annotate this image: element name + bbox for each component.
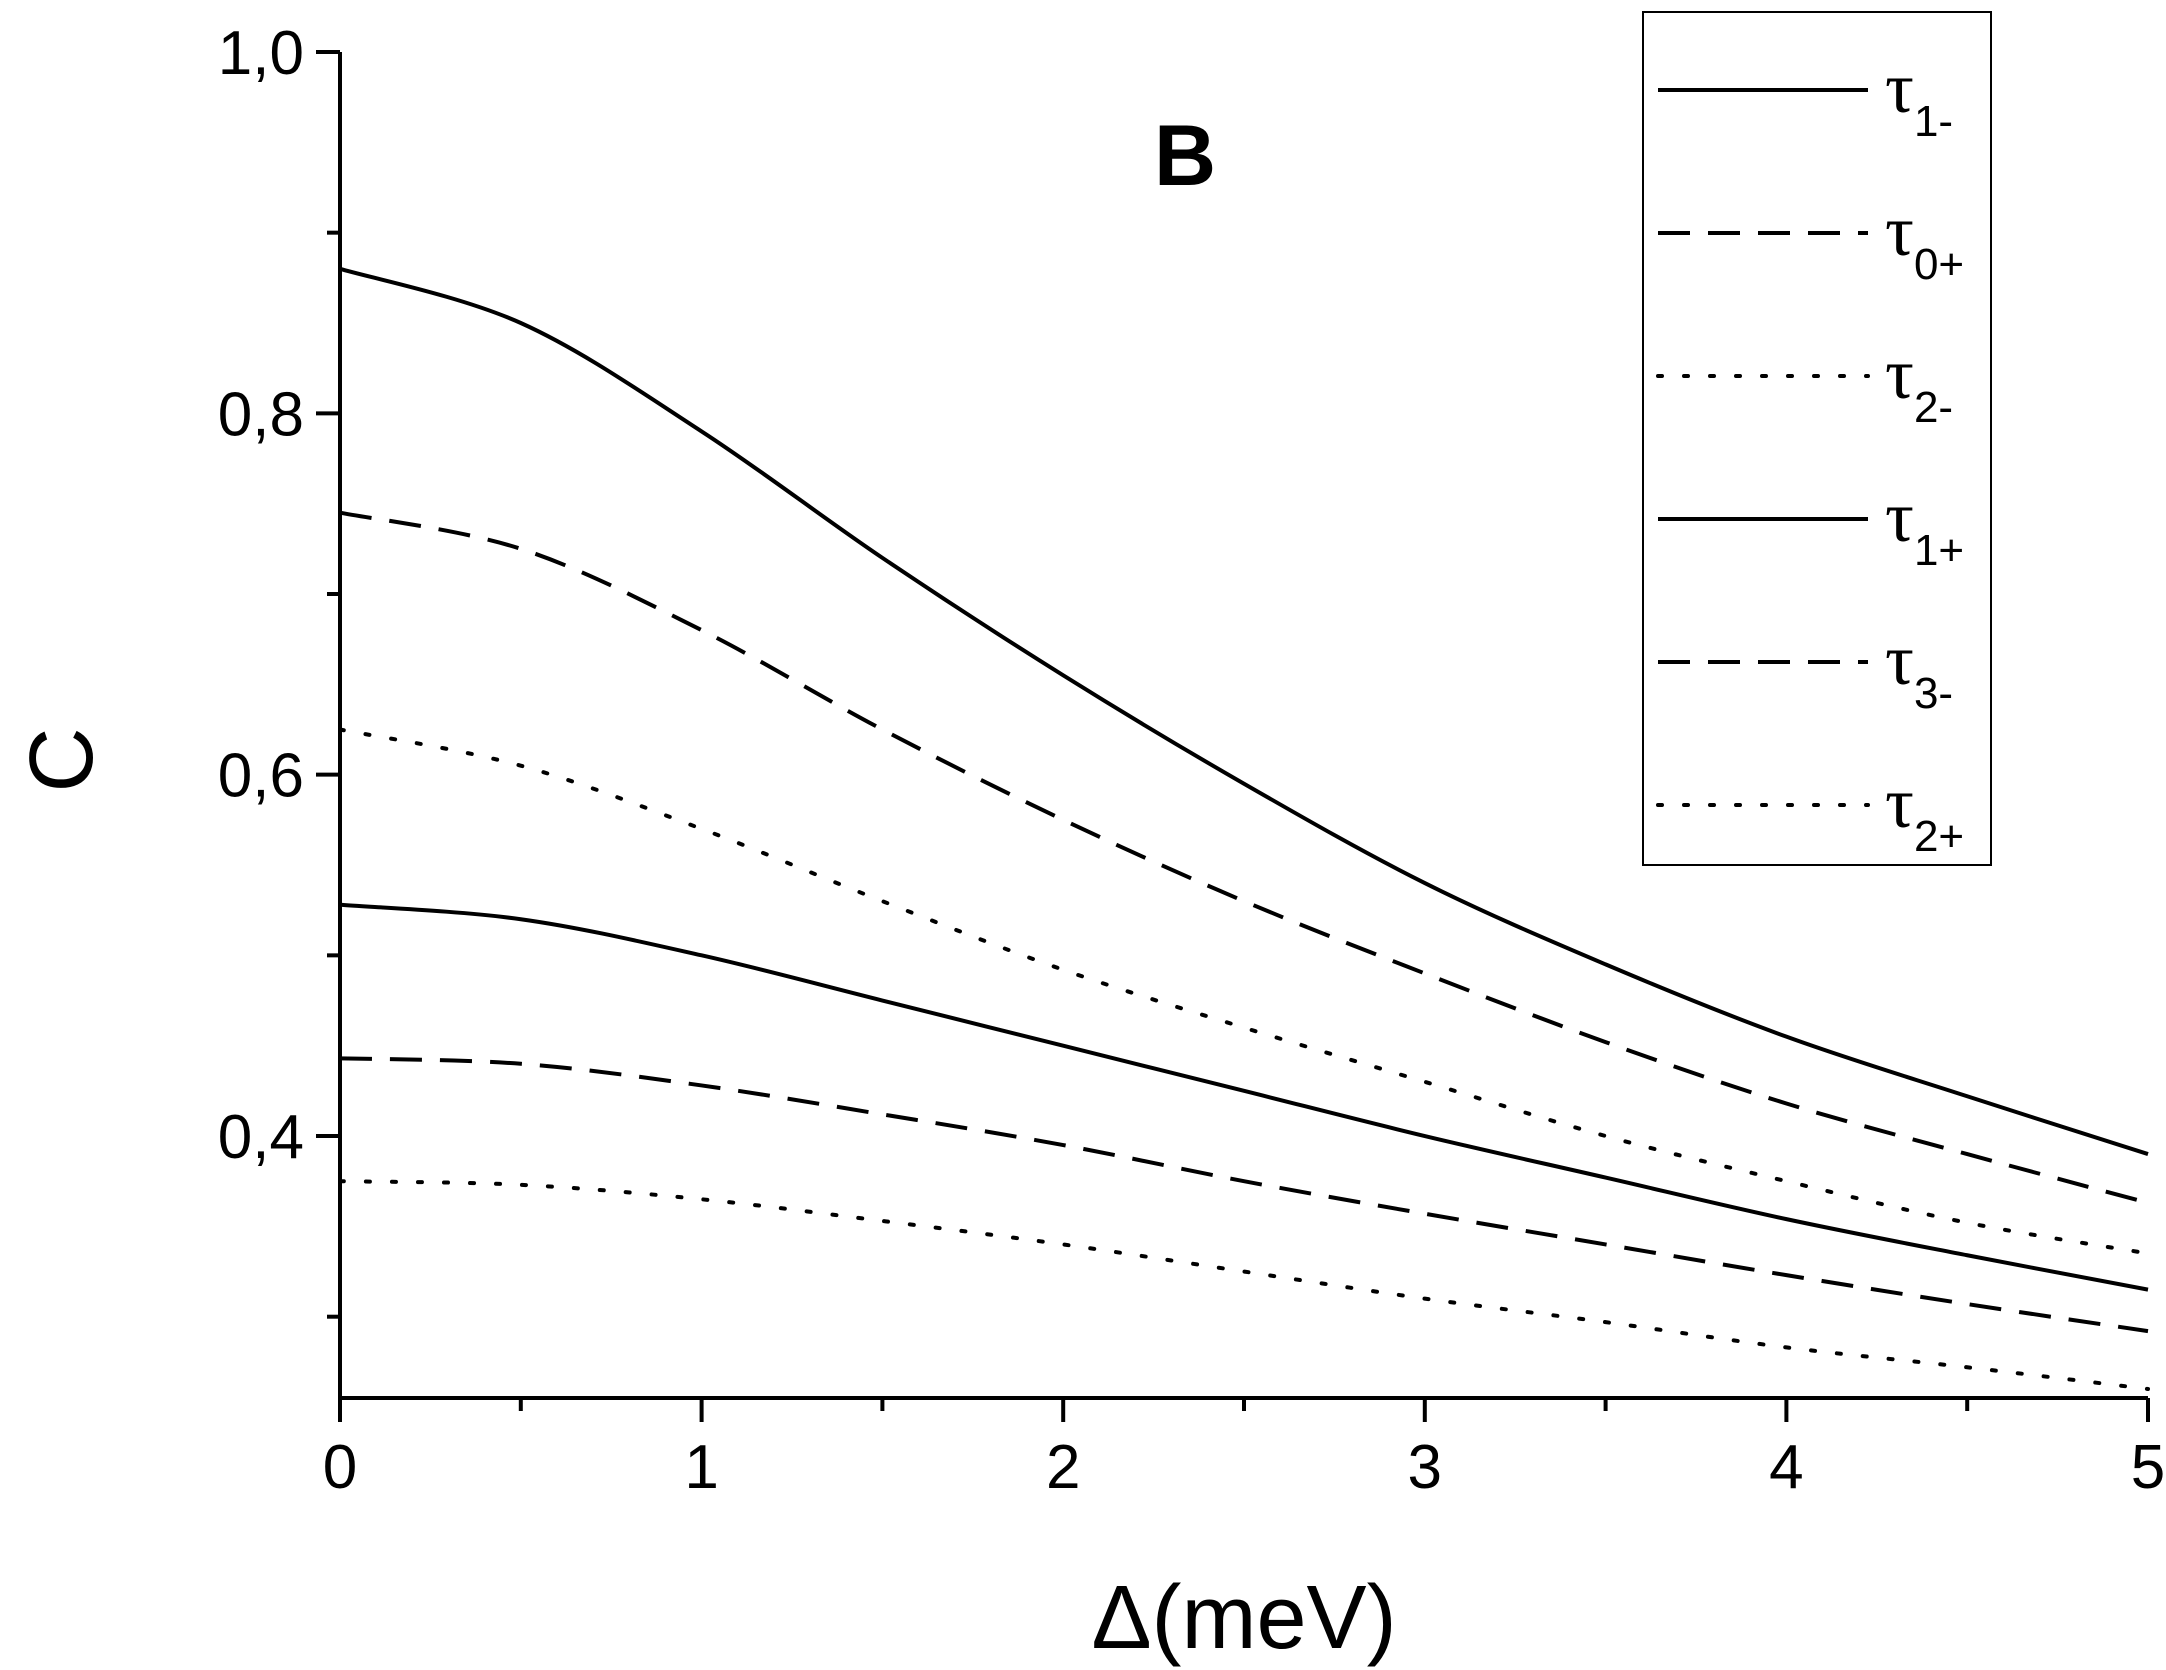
y-tick-label: 0,4 — [218, 1103, 304, 1172]
series-line-4 — [339, 902, 2149, 1292]
legend-label-subscript: 2+ — [1914, 812, 1964, 861]
panel-label: B — [1154, 108, 1216, 204]
series-line-5 — [339, 1056, 2149, 1334]
legend-label-subscript: 1+ — [1914, 526, 1964, 575]
x-axis-title: Δ(meV) — [1091, 1568, 1396, 1668]
y-tick-label: 0,8 — [218, 380, 304, 449]
legend-label-subscript: 3- — [1914, 669, 1953, 718]
series-line-1 — [339, 266, 2149, 1156]
y-tick-label: 0,6 — [218, 742, 304, 811]
legend-label-subscript: 1- — [1914, 97, 1953, 146]
series-line-6 — [338, 1179, 2150, 1391]
series-line-2 — [339, 510, 2149, 1205]
x-tick-label: 1 — [684, 1433, 718, 1502]
x-tick-label: 0 — [323, 1433, 357, 1502]
axes: 0 1 2 3 4 5 0,4 0,6 0,8 1,0 — [218, 19, 2165, 1502]
legend-label-subscript: 0+ — [1914, 240, 1964, 289]
series-layer — [338, 266, 2150, 1391]
x-tick-label: 4 — [1769, 1433, 1803, 1502]
legend-box — [1642, 11, 1992, 866]
y-tick-label: 1,0 — [218, 19, 304, 88]
x-tick-label: 3 — [1408, 1433, 1442, 1502]
x-tick-label: 5 — [2131, 1433, 2165, 1502]
series-line-3 — [338, 727, 2150, 1256]
legend: τ1-τ0+τ2-τ1+τ3-τ2+ — [1642, 11, 1992, 866]
x-tick-label: 2 — [1046, 1433, 1080, 1502]
y-axis-title: C — [12, 728, 112, 793]
legend-label-subscript: 2- — [1914, 383, 1953, 432]
